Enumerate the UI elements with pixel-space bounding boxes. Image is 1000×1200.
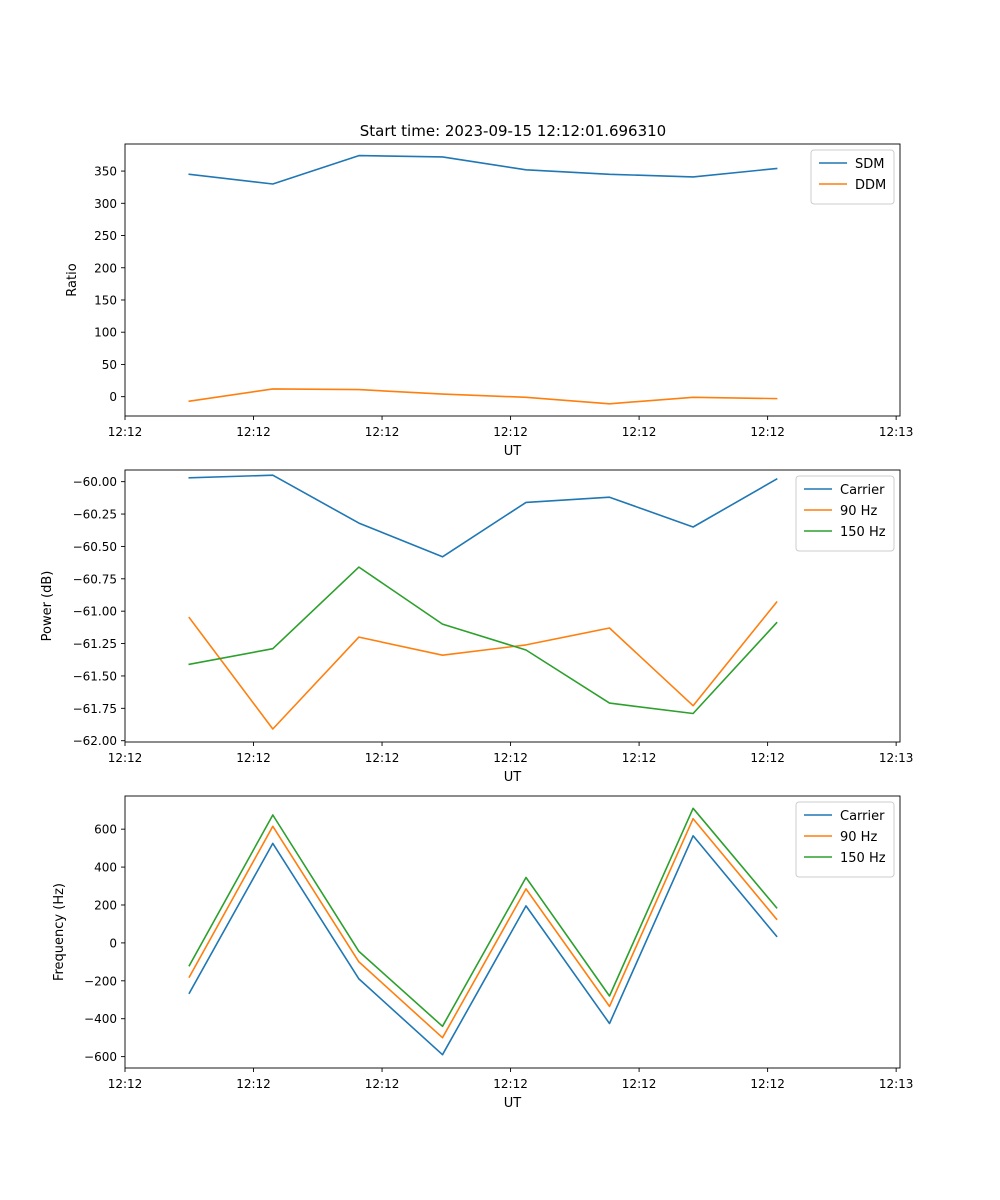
y-tick-label: −62.00	[73, 734, 117, 748]
legend-label: DDM	[855, 178, 886, 193]
y-tick-label: 150	[94, 293, 117, 307]
y-tick-label: 250	[94, 229, 117, 243]
y-tick-label: 600	[94, 823, 117, 837]
y-tick-label: −600	[84, 1050, 117, 1064]
legend: SDM DDM	[810, 149, 895, 205]
series-line-carrier	[188, 834, 778, 1056]
legend-label: SDM	[855, 157, 884, 172]
series-line-carrier	[188, 474, 778, 558]
plots: 12:12 12:12 12:12 12:12 12:12 12:12 12:13 0 50 10…	[40, 143, 914, 1111]
y-tick-label: 400	[94, 861, 117, 875]
y-tick-label: 200	[94, 261, 117, 275]
x-tick-label: 12:12	[236, 751, 271, 765]
x-tick-label: 12:12	[622, 425, 657, 439]
legend-label: Carrier	[840, 809, 885, 824]
y-axis-label: Power (dB)	[40, 571, 55, 642]
x-tick-label: 12:12	[236, 1077, 271, 1091]
x-tick-label: 12:13	[879, 1077, 914, 1091]
legend-box	[795, 475, 895, 552]
x-tick-label: 12:12	[493, 751, 528, 765]
x-tick-label: 12:12	[622, 1077, 657, 1091]
x-tick-label: 12:12	[365, 425, 400, 439]
series-line-90-hz	[188, 600, 778, 730]
series-line-sdm	[188, 154, 778, 185]
y-axis-label: Ratio	[65, 263, 80, 296]
x-tick-label: 12:12	[750, 1077, 785, 1091]
y-tick-label: −61.75	[73, 702, 117, 716]
y-tick-label: 0	[109, 390, 117, 404]
x-axis-label: UT	[504, 1096, 522, 1111]
x-tick-label: 12:12	[108, 425, 143, 439]
y-tick-label: 350	[94, 165, 117, 179]
y-tick-label: −61.50	[73, 669, 117, 683]
x-axis-label: UT	[504, 770, 522, 785]
x-tick-label: 12:13	[879, 425, 914, 439]
legend: Carrier 90 Hz 150 Hz	[795, 475, 895, 552]
y-tick-label: −60.00	[73, 475, 117, 489]
y-tick-label: 200	[94, 898, 117, 912]
chart-panel-3: 12:12 12:12 12:12 12:12 12:12 12:12 12:13 −600 −…	[52, 795, 914, 1111]
y-tick-label: 50	[102, 358, 117, 372]
y-tick-label: −61.25	[73, 637, 117, 651]
x-tick-label: 12:12	[622, 751, 657, 765]
axes-frame	[124, 469, 901, 743]
x-tick-label: 12:12	[493, 425, 528, 439]
y-tick-label: −400	[84, 1012, 117, 1026]
legend: Carrier 90 Hz 150 Hz	[795, 801, 895, 878]
x-tick-label: 12:12	[365, 751, 400, 765]
x-tick-label: 12:12	[750, 751, 785, 765]
y-tick-label: −200	[84, 974, 117, 988]
y-tick-label: 300	[94, 197, 117, 211]
y-tick-label: −61.00	[73, 605, 117, 619]
x-tick-label: 12:12	[750, 425, 785, 439]
axes-frame	[124, 795, 901, 1069]
y-tick-label: 100	[94, 326, 117, 340]
chart-title: Start time: 2023-09-15 12:12:01.696310	[360, 122, 666, 140]
legend-label: 150 Hz	[840, 851, 886, 866]
legend-label: 90 Hz	[840, 830, 877, 845]
series-line-90-hz	[188, 817, 778, 1039]
axes-frame	[124, 143, 901, 417]
x-tick-label: 12:12	[108, 1077, 143, 1091]
x-axis-label: UT	[504, 444, 522, 459]
series-line-150-hz	[188, 566, 778, 715]
legend-box	[795, 801, 895, 878]
y-axis-label: Frequency (Hz)	[52, 883, 67, 981]
y-tick-label: −60.50	[73, 540, 117, 554]
legend-label: 150 Hz	[840, 525, 886, 540]
x-tick-label: 12:12	[493, 1077, 528, 1091]
x-tick-label: 12:12	[108, 751, 143, 765]
series-line-ddm	[188, 388, 778, 405]
legend-label: Carrier	[840, 483, 885, 498]
series-line-150-hz	[188, 807, 778, 1028]
y-tick-label: −60.75	[73, 572, 117, 586]
x-tick-label: 12:12	[236, 425, 271, 439]
x-tick-label: 12:13	[879, 751, 914, 765]
legend-label: 90 Hz	[840, 504, 877, 519]
chart-panel-1: 12:12 12:12 12:12 12:12 12:12 12:12 12:13 0 50 10…	[65, 143, 914, 459]
chart-panel-2: 12:12 12:12 12:12 12:12 12:12 12:12 12:13 −62.0…	[40, 469, 914, 785]
y-tick-label: 0	[109, 936, 117, 950]
x-tick-label: 12:12	[365, 1077, 400, 1091]
y-tick-label: −60.25	[73, 508, 117, 522]
